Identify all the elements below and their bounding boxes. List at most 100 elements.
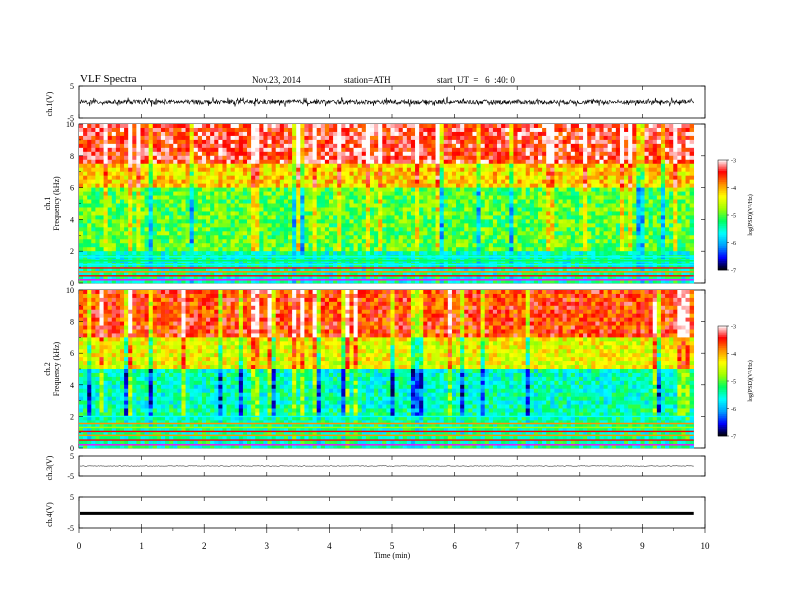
heatmap-cell (320, 235, 326, 240)
heatmap-cell (259, 191, 264, 196)
heatmap-cell (423, 227, 428, 232)
heatmap-cell (509, 247, 514, 252)
heatmap-cell (525, 179, 531, 184)
heatmap-cell (665, 127, 670, 133)
heatmap-cell (226, 163, 231, 169)
heatmap-cell (439, 183, 445, 188)
heatmap-cell (279, 219, 285, 224)
heatmap-cell (160, 199, 166, 204)
heatmap-cell (95, 235, 100, 240)
heatmap-cell (628, 235, 633, 240)
heatmap-cell (529, 247, 535, 252)
heatmap-cell (79, 207, 84, 212)
heatmap-cell (656, 195, 662, 200)
heatmap-cell (132, 163, 137, 169)
heatmap-cell (255, 191, 260, 196)
heatmap-cell (648, 167, 654, 172)
heatmap-cell (460, 179, 465, 184)
heatmap-cell (210, 131, 215, 137)
heatmap-cell (427, 143, 432, 149)
heatmap-cell (177, 231, 182, 236)
heatmap-cell (390, 183, 395, 188)
heatmap-cell (689, 215, 695, 220)
heatmap-cell (337, 131, 342, 137)
heatmap-cell (525, 124, 531, 129)
heatmap-cell (197, 183, 203, 188)
heatmap-cell (83, 167, 88, 172)
heatmap-cell (533, 231, 539, 236)
heatmap-cell (423, 131, 428, 137)
heatmap-cell (484, 235, 490, 240)
heatmap-cell (128, 163, 133, 169)
heatmap-cell (427, 155, 432, 161)
heatmap-cell (480, 163, 486, 169)
heatmap-cell (181, 231, 186, 236)
heatmap-cell (136, 247, 141, 252)
heatmap-cell (685, 243, 690, 248)
heatmap-cell (554, 124, 559, 129)
heatmap-cell (525, 243, 531, 248)
heatmap-cell (115, 247, 121, 252)
heatmap-cell (173, 207, 178, 212)
heatmap-cell (156, 215, 162, 220)
heatmap-cell (497, 231, 502, 236)
heatmap-cell (308, 143, 313, 149)
heatmap-cell (382, 243, 387, 248)
heatmap-cell (488, 239, 494, 244)
heatmap-cell (533, 143, 539, 149)
heatmap-cell (107, 159, 113, 165)
heatmap-cell (480, 243, 486, 248)
heatmap-cell (443, 243, 449, 248)
heatmap-cell (640, 124, 645, 129)
heatmap-cell (390, 191, 395, 196)
heatmap-cell (361, 135, 367, 141)
heatmap-cell (144, 167, 149, 172)
heatmap-cell (435, 235, 440, 240)
heatmap-cell (361, 171, 367, 176)
heatmap-cell (410, 167, 416, 172)
heatmap-cell (189, 171, 195, 176)
heatmap-cell (251, 131, 256, 137)
heatmap-cell (328, 135, 334, 141)
heatmap-cell (115, 155, 121, 161)
heatmap-cell (410, 243, 416, 248)
heatmap-cell (103, 131, 108, 137)
heatmap-cell (410, 247, 416, 252)
heatmap-cell (320, 227, 326, 232)
heatmap-cell (468, 199, 473, 204)
heatmap-cell (263, 195, 268, 200)
heatmap-cell (201, 211, 207, 216)
heatmap-cell (624, 219, 629, 224)
heatmap-cell (390, 227, 395, 232)
heatmap-cell (230, 147, 236, 153)
heatmap-cell (607, 191, 613, 196)
heatmap-cell (456, 135, 461, 141)
heatmap-cell (603, 155, 608, 161)
heatmap-cell (492, 239, 498, 244)
heatmap-cell (242, 231, 248, 236)
heatmap-cell (251, 243, 256, 248)
heatmap-cell (562, 199, 567, 204)
heatmap-cell (361, 167, 367, 172)
heatmap-cell (324, 243, 330, 248)
heatmap-cell (427, 219, 432, 224)
heatmap-cell (497, 135, 502, 141)
heatmap-cell (410, 223, 416, 228)
heatmap-cell (529, 167, 535, 172)
heatmap-cell (279, 195, 285, 200)
heatmap-cell (505, 171, 510, 176)
heatmap-cell (497, 127, 502, 133)
heatmap-cell (361, 151, 367, 157)
heatmap-cell (665, 215, 670, 220)
heatmap-cell (484, 131, 490, 137)
heatmap-cell (234, 251, 240, 256)
heatmap-cell (673, 159, 678, 165)
heatmap-cell (341, 223, 346, 228)
heatmap-cell (472, 127, 477, 133)
heatmap-cell (357, 171, 363, 176)
heatmap-cell (640, 151, 645, 157)
heatmap-cell (144, 247, 149, 252)
heatmap-cell (419, 183, 424, 188)
heatmap-cell (136, 223, 141, 228)
heatmap-cell (140, 147, 145, 153)
